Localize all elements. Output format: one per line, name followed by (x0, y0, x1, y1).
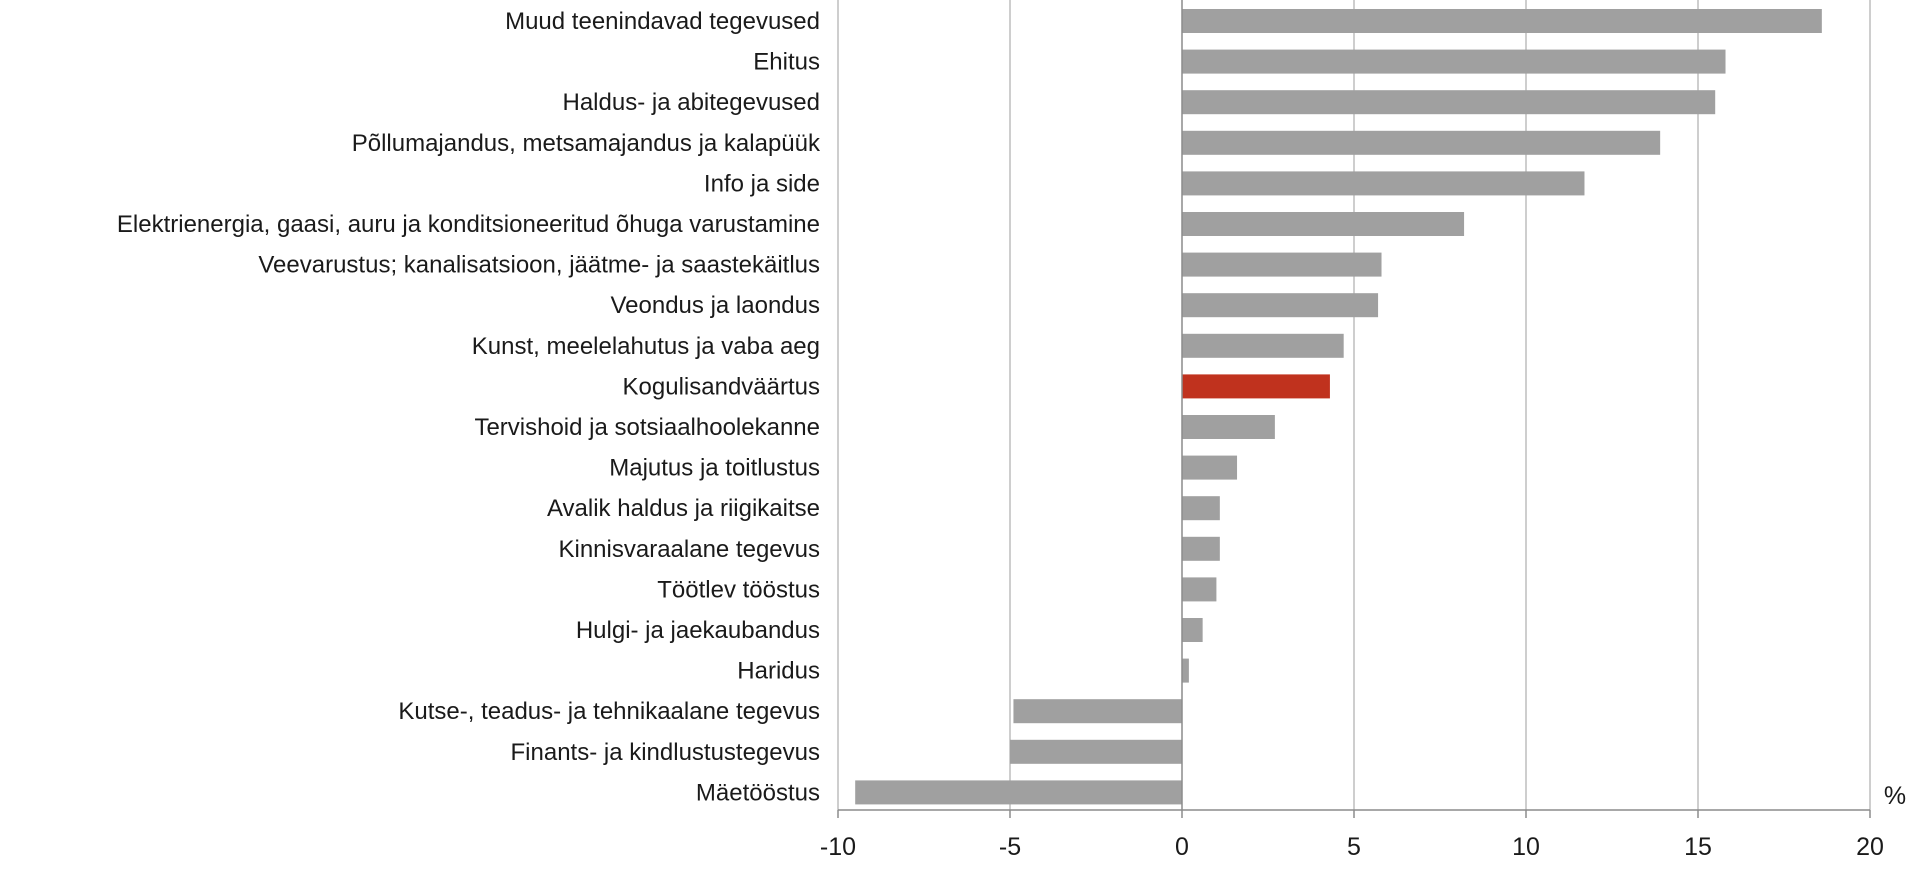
x-tick-label: 15 (1684, 833, 1712, 861)
x-tick-label: 5 (1347, 833, 1361, 861)
category-label: Veondus ja laondus (610, 292, 820, 319)
category-label: Kutse-, teadus- ja tehnikaalane tegevus (398, 698, 820, 725)
bar (1182, 171, 1585, 196)
category-label: Põllumajandus, metsamajandus ja kalapüük (352, 130, 821, 157)
unit-label: % (1884, 782, 1906, 810)
bar (1182, 577, 1217, 602)
bar (1182, 9, 1822, 33)
category-label: Kogulisandväärtus (623, 373, 820, 400)
category-label: Ehitus (753, 49, 820, 76)
bar (1182, 536, 1220, 561)
bar (1182, 130, 1661, 155)
bar (1182, 252, 1382, 277)
gridlines (837, 0, 1871, 810)
category-label: Mäetööstus (696, 779, 820, 806)
bar (1182, 49, 1726, 74)
bar (1182, 415, 1275, 439)
category-labels: Muud teenindavad tegevused Ehitus Haldus- … (117, 8, 821, 806)
x-tick-label: 10 (1512, 833, 1540, 861)
category-label: Finants- ja kindlustustegevus (511, 739, 821, 766)
category-label: Avalik haldus ja riigikaitse (547, 495, 820, 522)
x-tick-label: -10 (820, 833, 856, 861)
bar (1182, 90, 1716, 115)
bar (1182, 618, 1203, 642)
category-label: Töötlev tööstus (657, 576, 820, 603)
category-label: Tervishoid ja sotsiaalhoolekanne (474, 414, 820, 441)
bar (1010, 739, 1182, 764)
x-tick-label: -5 (999, 833, 1021, 861)
bar (1182, 496, 1220, 521)
category-label: Kunst, meelelahutus ja vaba aeg (472, 333, 820, 360)
x-tick-label: 20 (1856, 833, 1884, 861)
bar (1182, 455, 1238, 480)
x-tick-label: 0 (1175, 833, 1189, 861)
bar (1182, 212, 1465, 236)
bar-highlight (1182, 374, 1330, 399)
category-label: Kinnisvaraalane tegevus (558, 536, 820, 563)
bar (1182, 658, 1189, 683)
bar (1013, 699, 1182, 724)
bar (855, 780, 1182, 805)
category-label: Majutus ja toitlustus (609, 455, 820, 482)
category-label: Muud teenindavad tegevused (505, 8, 820, 35)
bars (855, 9, 1822, 805)
category-label: Hulgi- ja jaekaubandus (576, 617, 820, 644)
category-label: Info ja side (704, 170, 820, 197)
bar (1182, 293, 1379, 318)
category-label: Haridus (737, 658, 820, 685)
category-label: Elektrienergia, gaasi, auru ja konditsio… (117, 211, 820, 238)
category-label: Haldus- ja abitegevused (563, 89, 821, 116)
x-axis: -10 -5 0 5 10 15 20 (820, 0, 1884, 861)
bar (1182, 333, 1344, 358)
category-label: Veevarustus; kanalisatsioon, jäätme- ja … (258, 252, 820, 279)
